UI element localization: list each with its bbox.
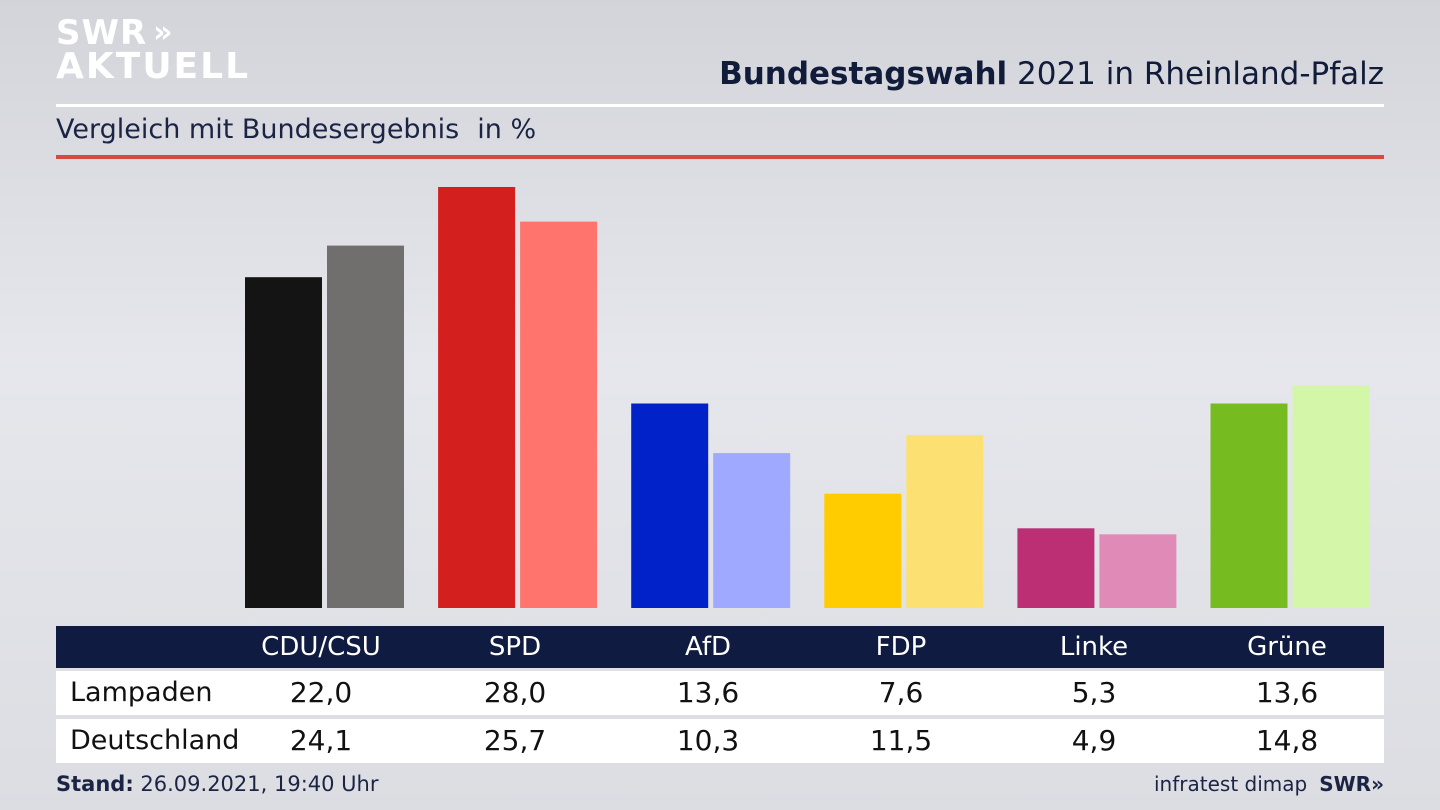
stand-value: 26.09.2021, 19:40 Uhr — [133, 772, 379, 796]
header-gruene: Grüne — [1247, 632, 1327, 662]
subtitle-text: Vergleich mit Bundesergebnis — [56, 114, 460, 145]
table-cell: 10,3 — [676, 724, 740, 757]
title-rest: 2021 in Rheinland-Pfalz — [1007, 56, 1384, 92]
title-divider — [56, 104, 1384, 107]
stand-label: Stand: — [56, 772, 134, 796]
bar-spd-lampaden — [438, 187, 516, 608]
subtitle-divider — [56, 155, 1384, 159]
table-cell: 7,6 — [878, 676, 924, 709]
table-cell: 13,6 — [1255, 676, 1319, 709]
bar-fdp-lampaden — [824, 493, 902, 608]
table-cell: 25,7 — [483, 724, 547, 757]
chart-subtitle: Vergleich mit Bundesergebnis in % — [56, 114, 536, 145]
table-cell: 14,8 — [1255, 724, 1319, 757]
unit-label: in % — [477, 114, 537, 145]
row-label: Lampaden — [70, 677, 213, 708]
bar-afd-lampaden — [631, 403, 709, 608]
bar-spd-deutschland — [520, 221, 598, 608]
table-cell: 22,0 — [289, 676, 353, 709]
timestamp: Stand: 26.09.2021, 19:40 Uhr — [56, 772, 379, 796]
header-fdp: FDP — [875, 632, 927, 662]
swr-aktuell-logo: SWR» AKTUELL — [56, 13, 251, 87]
bar-cdu-csu-deutschland — [327, 245, 404, 608]
header-afd: AfD — [684, 632, 732, 662]
table-cell: 4,9 — [1071, 724, 1117, 757]
table-cell: 24,1 — [289, 724, 353, 757]
chart-title: Bundestagswahl 2021 in Rheinland-Pfalz — [719, 56, 1384, 92]
title-strong: Bundestagswahl — [719, 56, 1008, 92]
table-cell: 28,0 — [483, 676, 547, 709]
bar-fdp-deutschland — [906, 435, 984, 608]
table-header: CDU/CSU SPD AfD FDP Linke Grüne — [56, 626, 1384, 668]
bar-gruene-deutschland — [1292, 385, 1370, 608]
bar-cdu-csu-lampaden — [245, 277, 322, 608]
table-row: Deutschland 24,1 25,7 10,3 11,5 4,9 14,8 — [56, 719, 1384, 763]
source-credit: infratest dimap SWR» — [1154, 772, 1384, 796]
table-cell: 13,6 — [676, 676, 740, 709]
table-cell: 11,5 — [869, 724, 933, 757]
bar-linke-deutschland — [1099, 534, 1177, 608]
header-spd: SPD — [488, 632, 542, 662]
table-cell: 5,3 — [1071, 676, 1117, 709]
source-text: infratest dimap — [1154, 772, 1308, 796]
bar-linke-lampaden — [1017, 528, 1095, 608]
header-linke: Linke — [1059, 632, 1129, 662]
bar-gruene-lampaden — [1210, 403, 1288, 608]
swr-logo-small: SWR» — [1319, 772, 1384, 796]
table-row: Lampaden 22,0 28,0 13,6 7,6 5,3 13,6 — [56, 671, 1384, 715]
header-cdu-csu: CDU/CSU — [261, 632, 381, 662]
bar-afd-deutschland — [713, 453, 791, 608]
row-label: Deutschland — [70, 725, 240, 756]
results-table: CDU/CSU SPD AfD FDP Linke Grüne Lampaden… — [56, 626, 1384, 763]
